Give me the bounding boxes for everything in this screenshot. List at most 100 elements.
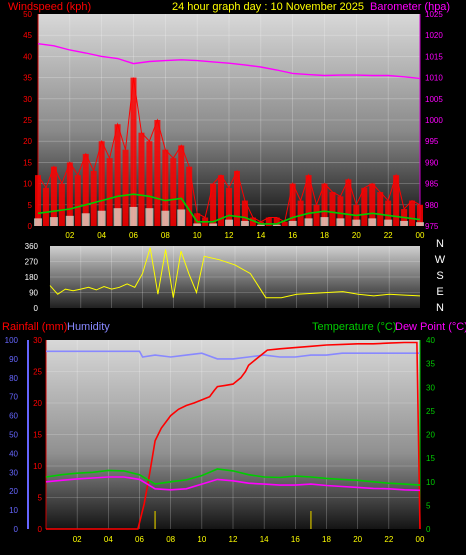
compass-label: S [436,270,443,282]
humidity-y-tick-label: 60 [9,412,18,421]
x-tick-label: 20 [352,231,361,240]
x-tick-label: 14 [256,231,265,240]
wind-low-bar [320,217,329,226]
wind-gust-bar [162,149,169,226]
compass-label: E [436,286,443,298]
temperature-y-tick-label: 20 [426,431,435,440]
humidity-y-tick-label: 80 [9,374,18,383]
wind-y-tick-label: 50 [23,10,32,19]
wind-gust-bar [345,179,352,226]
wind-low-bar [49,217,58,226]
wind-gust-bar [130,77,137,226]
wind-gust-bar [186,166,193,226]
wind-low-bar [97,210,106,226]
wind-y-tick-label: 10 [23,180,32,189]
humidity-y-tick-label: 90 [9,355,18,364]
temperature-line [45,468,421,486]
humidity-y-tick-label: 40 [9,449,18,458]
humidity-y-tick-label: 50 [9,431,18,440]
x-tick-label: 02 [73,535,82,544]
wind-low-bar [177,209,186,226]
barometer-y-tick-label: 1010 [425,74,443,83]
wind-gust-bar [369,183,376,226]
humidity-y-tick-label: 70 [9,393,18,402]
temperature-y-tick-label: 35 [426,360,435,369]
x-tick-label: 12 [229,535,238,544]
x-tick-label: 10 [197,535,206,544]
wind-y-tick-label: 15 [23,158,32,167]
wind-gust-bar [82,153,89,226]
wind-gust-bar [417,204,423,226]
direction-plot-grid [50,246,420,308]
wind-low-bar [225,219,233,226]
wind-y-tick-label: 45 [23,31,32,40]
wind-y-tick-label: 25 [23,116,32,125]
x-tick-label: 14 [260,535,269,544]
barometer-line [37,43,421,80]
dewpoint-axis-label: Dew Point (°C) [395,321,466,333]
wind-gust-bar [265,217,272,226]
compass-label: N [436,302,444,314]
barometer-y-tick-label: 1025 [425,10,443,19]
rain-plot-grid [46,340,420,529]
humidity-y-tick-label: 10 [9,506,18,515]
wind-gust-bar [122,149,129,226]
chart-title: 24 hour graph day : 10 November 2025 [172,1,364,13]
direction-plot-area [50,246,420,308]
wind-low-bar [129,206,138,226]
x-tick-label: 22 [384,535,393,544]
wind-low-bar [209,223,218,226]
barometer-y-tick-label: 990 [425,158,439,167]
wind-low-bar [240,220,249,226]
wind-gust-bar [114,124,121,226]
x-tick-label: 16 [288,231,297,240]
x-tick-label: 02 [65,231,74,240]
x-tick-label: 18 [322,535,331,544]
humidity-line [46,350,420,360]
wind-low-bar [416,222,424,226]
barometer-y-tick-label: 995 [425,137,439,146]
wind-gust-bar [74,175,81,226]
wind-gust-bar [226,187,232,226]
wind-low-bar [113,208,122,226]
wind-gust-bar [377,192,384,226]
wind-low-bar [304,218,313,226]
rainfall-line [46,341,421,530]
wind-y-tick-label: 20 [23,137,32,146]
rain-y-tick-label: 0 [38,525,43,534]
humidity-y-tick-label: 100 [5,336,19,345]
direction-y-tick-label: 270 [25,258,39,267]
humidity-y-tick-label: 20 [9,487,18,496]
wind-gust-bar [138,132,145,226]
wind-gust-bar [241,200,248,226]
rain-y-tick-label: 30 [33,336,42,345]
x-tick-label: 08 [166,535,175,544]
humidity-y-tick-label: 0 [14,525,19,534]
wind-low-bar [193,223,202,226]
wind-gust-bar [90,170,97,226]
wind-direction-line [49,247,421,299]
wind-gust-bar [35,175,41,226]
x-tick-label: 08 [161,231,170,240]
barometer-y-tick-label: 985 [425,180,439,189]
temperature-axis-label: Temperature (°C) [312,321,396,333]
wind-gust-bar [194,213,201,226]
wind-low-bar [352,219,361,226]
x-tick-label: 06 [135,535,144,544]
wind-gust-bar [42,187,49,226]
temperature-y-tick-label: 5 [426,501,431,510]
wind-gust-bar [178,145,185,226]
wind-gust-bar [313,204,320,226]
wind-y-tick-label: 0 [28,222,33,231]
wind-low-bar [272,224,281,226]
direction-y-tick-label: 0 [34,304,39,313]
wind-average-line [37,193,421,225]
wind-gust-bar [98,141,105,226]
rainfall-axis-label: Rainfall (mm) [2,321,67,333]
temperature-y-tick-label: 0 [426,525,431,534]
x-tick-label: 04 [104,535,113,544]
wind-gust-bar [58,183,65,226]
wind-low-bar [336,218,345,226]
x-tick-label: 00 [416,535,425,544]
